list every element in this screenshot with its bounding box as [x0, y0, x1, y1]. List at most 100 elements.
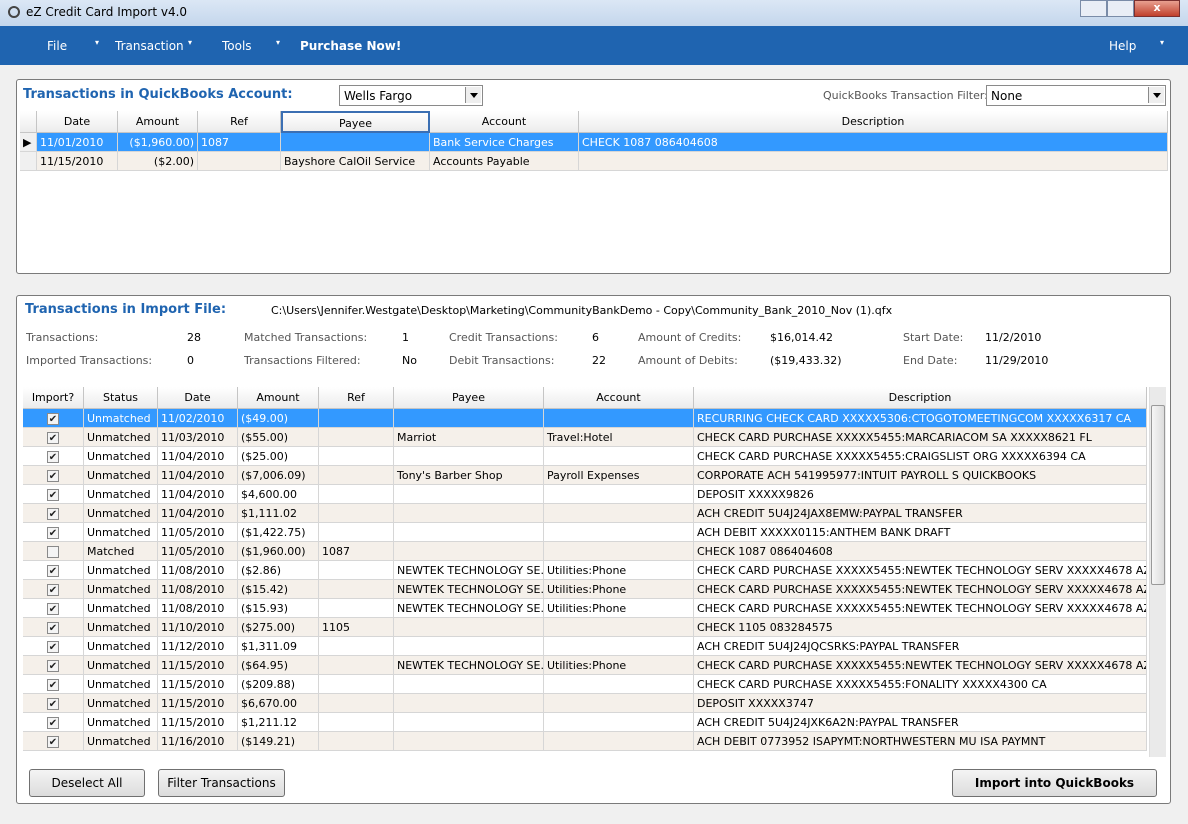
grid-cell[interactable]: Unmatched [84, 447, 158, 466]
column-header[interactable]: Ref [319, 387, 394, 409]
grid-cell[interactable]: 11/04/2010 [158, 466, 238, 485]
grid-cell[interactable]: Payroll Expenses [544, 466, 694, 485]
column-header[interactable]: Account [544, 387, 694, 409]
grid-cell[interactable]: 11/15/2010 [158, 656, 238, 675]
grid-cell[interactable]: ($1,960.00) [118, 133, 198, 152]
grid-cell[interactable]: ($1,960.00) [238, 542, 319, 561]
grid-cell[interactable]: CORPORATE ACH 541995977:INTUIT PAYROLL S… [694, 466, 1147, 485]
grid-cell[interactable]: ($2.86) [238, 561, 319, 580]
import-checkbox[interactable] [47, 546, 59, 558]
grid-cell[interactable]: $4,600.00 [238, 485, 319, 504]
grid-cell[interactable]: CHECK CARD PURCHASE XXXXX5455:NEWTEK TEC… [694, 599, 1147, 618]
grid-cell[interactable]: ($149.21) [238, 732, 319, 751]
close-button[interactable]: x [1134, 0, 1180, 17]
column-header[interactable]: Date [158, 387, 238, 409]
column-header[interactable]: Import? [23, 387, 84, 409]
grid-cell[interactable]: NEWTEK TECHNOLOGY SE... [394, 656, 544, 675]
filter-combo[interactable]: None [986, 85, 1166, 106]
grid-cell[interactable]: 11/08/2010 [158, 561, 238, 580]
grid-cell[interactable]: 11/02/2010 [158, 409, 238, 428]
grid-cell[interactable]: ACH DEBIT 0773952 ISAPYMT:NORTHWESTERN M… [694, 732, 1147, 751]
scroll-thumb[interactable] [1151, 405, 1165, 585]
grid-cell[interactable]: Utilities:Phone [544, 580, 694, 599]
import-checkbox[interactable]: ✔ [47, 527, 59, 539]
grid-cell[interactable] [394, 504, 544, 523]
menu-item[interactable]: Tools [222, 39, 252, 53]
grid-cell[interactable]: ($275.00) [238, 618, 319, 637]
column-header[interactable]: Description [579, 111, 1168, 133]
grid-cell[interactable]: CHECK 1087 086404608 [694, 542, 1147, 561]
grid-cell[interactable]: Unmatched [84, 675, 158, 694]
menu-item[interactable]: Purchase Now! [300, 39, 402, 53]
grid-cell[interactable]: ($49.00) [238, 409, 319, 428]
grid-cell[interactable] [394, 409, 544, 428]
column-header[interactable]: Description [694, 387, 1147, 409]
grid-cell[interactable]: RECURRING CHECK CARD XXXXX5306:CTOGOTOME… [694, 409, 1147, 428]
import-checkbox[interactable]: ✔ [47, 451, 59, 463]
grid-cell[interactable]: Accounts Payable [430, 152, 579, 171]
grid-cell[interactable] [544, 523, 694, 542]
button[interactable]: Import into QuickBooks [952, 769, 1157, 797]
grid-cell[interactable]: Unmatched [84, 504, 158, 523]
grid-cell[interactable] [319, 523, 394, 542]
grid-cell[interactable]: Unmatched [84, 637, 158, 656]
grid-cell[interactable]: NEWTEK TECHNOLOGY SE... [394, 561, 544, 580]
grid-cell[interactable]: ACH CREDIT 5U4J24JQCSRKS:PAYPAL TRANSFER [694, 637, 1147, 656]
grid-cell[interactable]: 11/10/2010 [158, 618, 238, 637]
grid-cell[interactable] [544, 732, 694, 751]
grid-cell[interactable]: CHECK CARD PURCHASE XXXXX5455:FONALITY X… [694, 675, 1147, 694]
grid-cell[interactable]: Unmatched [84, 656, 158, 675]
grid-cell[interactable] [319, 561, 394, 580]
column-header[interactable]: Amount [238, 387, 319, 409]
grid-cell[interactable]: 11/01/2010 [37, 133, 118, 152]
grid-cell[interactable]: Unmatched [84, 485, 158, 504]
import-checkbox[interactable]: ✔ [47, 508, 59, 520]
import-checkbox[interactable]: ✔ [47, 717, 59, 729]
import-checkbox[interactable]: ✔ [47, 565, 59, 577]
grid-cell[interactable] [319, 675, 394, 694]
grid-cell[interactable] [544, 713, 694, 732]
grid-cell[interactable] [198, 152, 281, 171]
grid-cell[interactable] [579, 152, 1168, 171]
grid-cell[interactable]: Unmatched [84, 732, 158, 751]
grid-cell[interactable]: 11/08/2010 [158, 599, 238, 618]
grid-cell[interactable]: $1,211.12 [238, 713, 319, 732]
grid-cell[interactable] [319, 656, 394, 675]
grid-cell[interactable] [544, 675, 694, 694]
grid-cell[interactable]: ($209.88) [238, 675, 319, 694]
grid-cell[interactable]: 11/04/2010 [158, 447, 238, 466]
grid-cell[interactable]: 11/12/2010 [158, 637, 238, 656]
grid-cell[interactable] [319, 694, 394, 713]
maximize-button[interactable] [1107, 0, 1134, 17]
grid-cell[interactable]: 11/05/2010 [158, 523, 238, 542]
grid-cell[interactable]: 11/15/2010 [158, 713, 238, 732]
grid-cell[interactable]: ($7,006.09) [238, 466, 319, 485]
grid-cell[interactable] [544, 637, 694, 656]
grid-cell[interactable]: Bayshore CalOil Service [281, 152, 430, 171]
import-checkbox[interactable]: ✔ [47, 736, 59, 748]
grid-cell[interactable]: DEPOSIT XXXXX9826 [694, 485, 1147, 504]
grid-cell[interactable]: Unmatched [84, 580, 158, 599]
grid-cell[interactable] [544, 447, 694, 466]
grid-cell[interactable] [319, 637, 394, 656]
import-checkbox[interactable]: ✔ [47, 432, 59, 444]
import-checkbox[interactable]: ✔ [47, 489, 59, 501]
grid-cell[interactable]: ($25.00) [238, 447, 319, 466]
grid-cell[interactable]: Unmatched [84, 694, 158, 713]
column-header[interactable]: Date [37, 111, 118, 133]
grid-cell[interactable] [394, 542, 544, 561]
grid-cell[interactable]: Unmatched [84, 466, 158, 485]
grid-cell[interactable]: ACH CREDIT 5U4J24JXK6A2N:PAYPAL TRANSFER [694, 713, 1147, 732]
grid-cell[interactable]: ($55.00) [238, 428, 319, 447]
grid-cell[interactable]: 11/16/2010 [158, 732, 238, 751]
import-checkbox[interactable]: ✔ [47, 622, 59, 634]
grid-cell[interactable]: NEWTEK TECHNOLOGY SE... [394, 580, 544, 599]
grid-cell[interactable]: ($15.93) [238, 599, 319, 618]
grid-cell[interactable] [394, 447, 544, 466]
grid-cell[interactable]: ($2.00) [118, 152, 198, 171]
grid-cell[interactable]: 1105 [319, 618, 394, 637]
grid-cell[interactable]: 11/04/2010 [158, 504, 238, 523]
grid-cell[interactable]: 1087 [319, 542, 394, 561]
grid-cell[interactable] [319, 466, 394, 485]
grid-cell[interactable]: Marriot [394, 428, 544, 447]
